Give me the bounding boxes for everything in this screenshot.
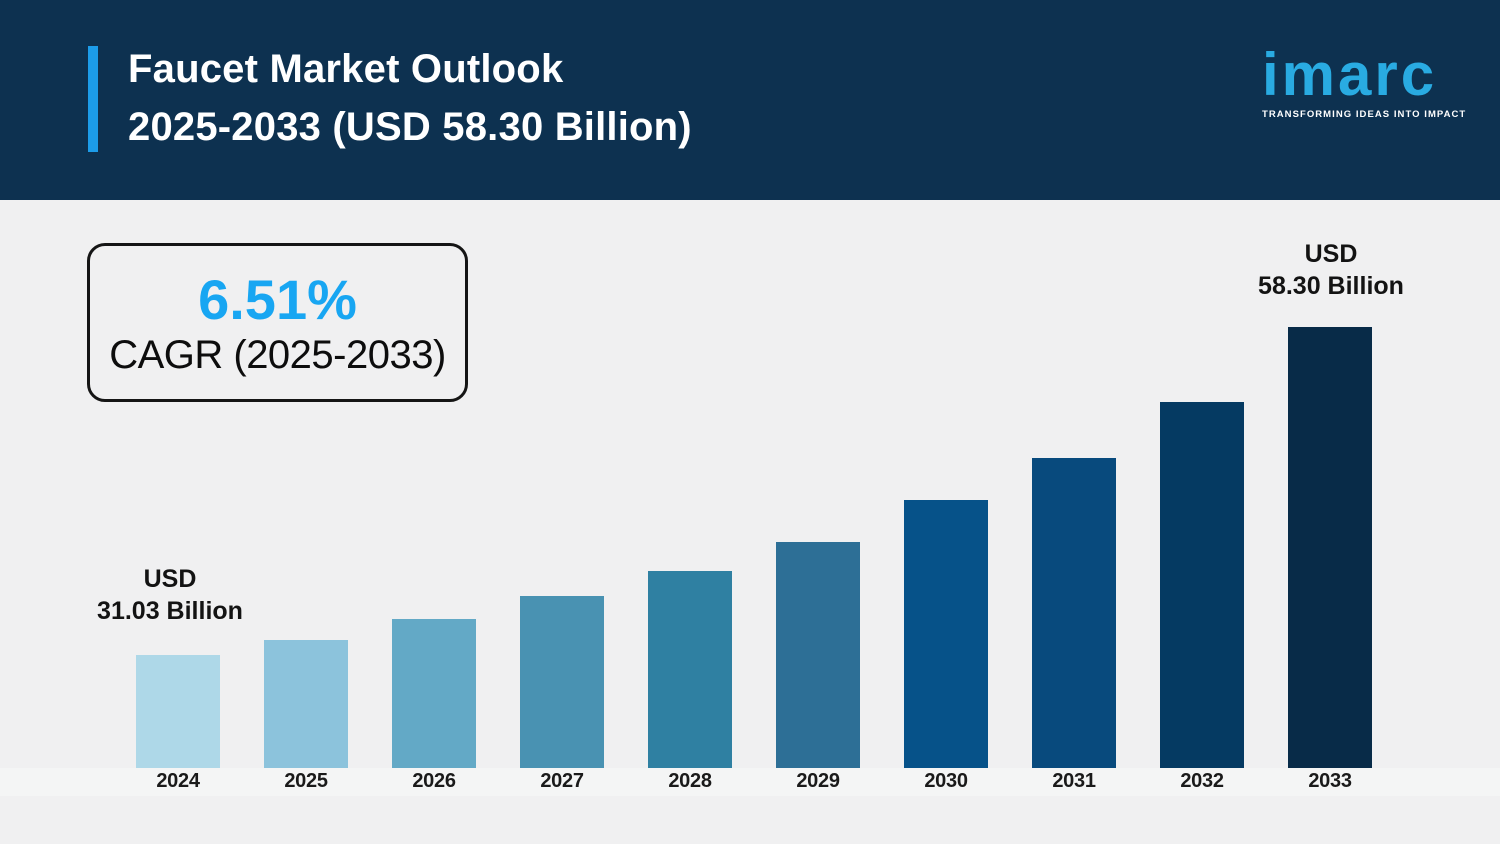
bar-label-2024: 2024 <box>156 770 200 792</box>
annotation-2033-amount: 58.30 Billion <box>1258 272 1404 300</box>
imarc-logo: imarc TRANSFORMING IDEAS INTO IMPACT <box>1262 41 1467 121</box>
chart-baseline <box>0 768 1500 796</box>
annotation-2033-value: USD 58.30 Billion <box>1258 238 1404 302</box>
header: Faucet Market Outlook 2025-2033 (USD 58.… <box>0 0 1500 200</box>
imarc-logo-text: imarc <box>1262 41 1438 108</box>
bar-label-2026: 2026 <box>412 770 456 792</box>
bar-2027 <box>520 596 604 768</box>
bar-2025 <box>264 640 348 768</box>
bar-label-2030: 2030 <box>924 770 968 792</box>
bar-2029 <box>776 542 860 768</box>
title-line-2: 2025-2033 (USD 58.30 Billion) <box>128 105 692 149</box>
cagr-value: 6.51% <box>198 267 357 331</box>
bar-2030 <box>904 500 988 768</box>
imarc-logo-tagline: TRANSFORMING IDEAS INTO IMPACT <box>1262 109 1467 120</box>
bar-label-2031: 2031 <box>1052 770 1096 792</box>
annotation-2024-amount: 31.03 Billion <box>97 597 243 625</box>
bar-2026 <box>392 619 476 768</box>
bar-label-2028: 2028 <box>668 770 712 792</box>
bar-label-2029: 2029 <box>796 770 840 792</box>
annotation-2033-currency: USD <box>1304 240 1358 268</box>
annotation-2024-currency: USD <box>143 565 197 593</box>
bar-2031 <box>1032 458 1116 768</box>
cagr-label: CAGR (2025-2033) <box>109 332 446 377</box>
bar-label-2025: 2025 <box>284 770 328 792</box>
bar-2032 <box>1160 402 1244 768</box>
bar-2024 <box>136 655 220 768</box>
bar-2033 <box>1288 327 1372 768</box>
bar-label-2033: 2033 <box>1308 770 1352 792</box>
title-line-1: Faucet Market Outlook <box>128 47 564 91</box>
bar-label-2032: 2032 <box>1180 770 1224 792</box>
bar-label-2027: 2027 <box>540 770 584 792</box>
cagr-box: 6.51% CAGR (2025-2033) <box>87 243 468 402</box>
page-title: Faucet Market Outlook 2025-2033 (USD 58.… <box>128 40 692 156</box>
title-accent-bar <box>88 46 98 152</box>
annotation-2024-value: USD 31.03 Billion <box>97 563 243 627</box>
bar-2028 <box>648 571 732 768</box>
